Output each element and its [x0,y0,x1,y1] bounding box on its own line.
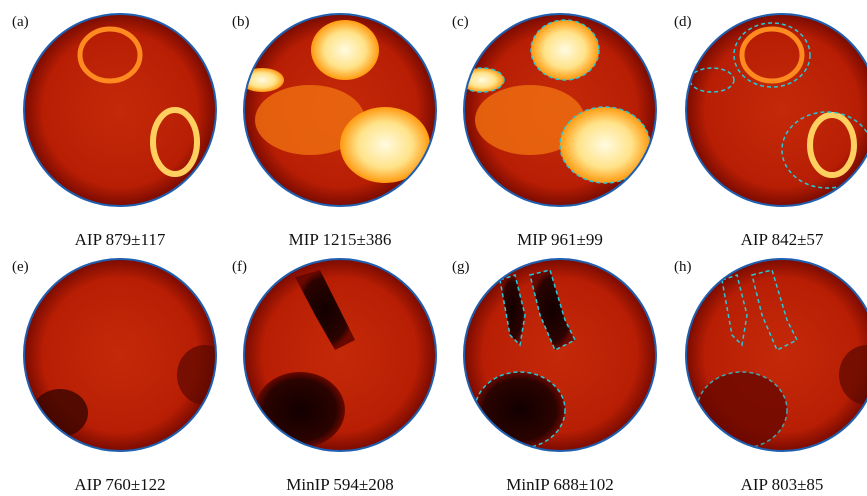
figure-svg: (a) AIP 879±117 (b) MIP 1215±386 (c) MIP 961±… [0,0,867,496]
panel [244,259,436,451]
dark [177,345,233,405]
panel [686,259,867,451]
panel [24,259,233,451]
panel-caption: AIP 760±122 [74,475,165,494]
bright [560,107,650,183]
bright [531,20,599,80]
panel-letter: (c) [452,14,469,30]
panel [460,14,656,206]
panel-letter: (h) [674,259,692,275]
panel [464,259,656,451]
image [460,14,656,206]
dark [475,372,565,448]
panel-letter: (a) [12,14,29,30]
panel-caption: MIP 1215±386 [289,230,392,249]
panel-caption: AIP 803±85 [741,475,824,494]
image [240,14,436,206]
panel [240,14,436,206]
figure: (a) AIP 879±117 (b) MIP 1215±386 (c) MIP 961±… [0,0,867,496]
panel-letter: (f) [232,259,247,275]
panel-caption: AIP 879±117 [75,230,166,249]
bright [340,107,430,183]
panel-caption: MinIP 594±208 [286,475,393,494]
panel-caption: AIP 842±57 [741,230,824,249]
dark [255,372,345,448]
panel [686,14,867,206]
image [24,259,233,451]
panel-letter: (d) [674,14,692,30]
panel-caption: MIP 961±99 [517,230,603,249]
panel-caption: MinIP 688±102 [506,475,613,494]
dark [697,372,787,448]
bright [311,20,379,80]
panel-letter: (g) [452,259,470,275]
panel-letter: (e) [12,259,29,275]
panel-letter: (b) [232,14,250,30]
panel [24,14,216,206]
